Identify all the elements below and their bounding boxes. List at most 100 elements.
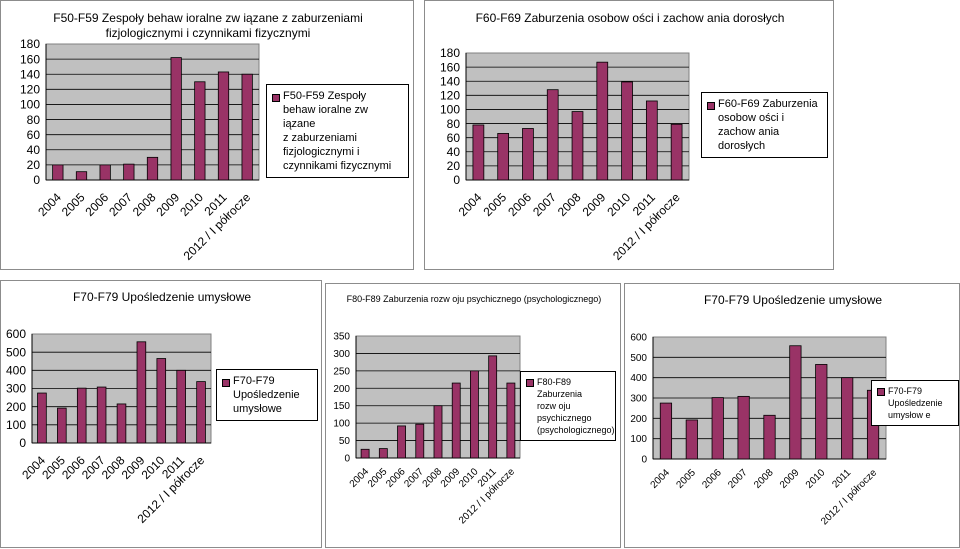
bar-chart: 0100200300400500600200420052006200720082…	[6, 327, 212, 526]
bar	[57, 407, 67, 444]
y-tick-label: 0	[33, 173, 40, 187]
y-tick-label: 180	[440, 46, 460, 60]
y-tick-label: 160	[440, 60, 460, 74]
legend-label: F60-F69 Zaburzenia	[718, 98, 818, 110]
bar	[241, 73, 253, 181]
bar	[763, 414, 776, 460]
chart-title: F70-F79 Upośledzenie umysłowe	[72, 290, 252, 304]
x-tick-label: 2011	[830, 467, 853, 490]
bar-chart: 0204060801001201401601802004200520062007…	[20, 37, 260, 263]
legend: F80-F89 Zaburzenia rozw oju psychicznego…	[520, 371, 616, 441]
bar	[360, 448, 370, 459]
legend-swatch	[222, 379, 230, 387]
x-tick-label: 2010	[604, 190, 633, 219]
y-tick-label: 60	[27, 128, 41, 142]
bar	[170, 57, 182, 181]
bar	[670, 123, 683, 181]
y-tick-label: 150	[333, 401, 350, 412]
y-tick-label: 300	[333, 349, 350, 360]
y-tick-label: 350	[333, 332, 350, 343]
bar	[815, 364, 828, 460]
y-tick-label: 0	[453, 173, 460, 187]
x-tick-label: 2009	[580, 190, 609, 219]
y-tick-label: 100	[440, 103, 460, 117]
chart-panel-f70-f79: F70-F79 Upośledzenie umysłowe 0 100 200 300…	[0, 280, 322, 548]
bar	[196, 381, 206, 444]
chart-title: F50-F59 Zespoły behaw ioralne zw iązane …	[53, 11, 363, 40]
bar	[176, 369, 186, 444]
x-tick-label: 2006	[384, 466, 408, 490]
legend-label: behaw ioralne zw iązane	[283, 104, 368, 130]
y-tick-label: 20	[447, 159, 461, 173]
bar	[470, 370, 479, 459]
bar	[488, 355, 498, 459]
legend-label: fizjologicznymi i	[283, 146, 360, 158]
chart-panel-f70-f79-copy: F70-F79 Upośledzenie umysłowe 0 100 200 300…	[624, 283, 960, 548]
x-tick-label: 2008	[421, 466, 445, 490]
y-tick-label: 0	[19, 436, 26, 450]
bar	[789, 345, 802, 460]
bar	[76, 387, 87, 444]
y-tick-label: 20	[27, 158, 41, 172]
y-tick-label: 200	[333, 384, 350, 395]
legend-swatch	[707, 102, 715, 110]
y-tick-label: 40	[447, 145, 461, 159]
legend: F60-F69 Zaburzenia osobow ości i zachow …	[701, 92, 828, 158]
bar	[841, 377, 854, 460]
y-tick-label: 80	[447, 117, 461, 131]
bar	[397, 425, 406, 459]
x-tick-label: 2008	[555, 190, 584, 219]
legend-swatch	[272, 94, 280, 102]
legend-label: F70-F79 Upośledzenie	[888, 386, 943, 408]
legend-label: F50-F59 Zespoły	[283, 90, 367, 102]
y-tick-label: 500	[6, 345, 26, 359]
x-tick-label: 2004	[35, 190, 64, 219]
bar	[659, 402, 673, 460]
legend-label: osobow ości i	[718, 112, 785, 124]
y-tick-label: 100	[333, 419, 350, 430]
bar	[546, 89, 559, 181]
legend-label: zachow ania dorosłych	[718, 126, 780, 152]
x-tick-label: 2005	[481, 190, 510, 219]
bar	[451, 382, 461, 459]
bar	[415, 423, 425, 459]
legend-label: umysłow e	[888, 410, 931, 420]
y-tick-label: 500	[630, 353, 647, 364]
x-tick-label: 2006	[700, 467, 724, 491]
y-tick-label: 600	[6, 327, 26, 341]
bar	[146, 156, 159, 181]
legend-label: (psychologicznego)	[537, 425, 615, 435]
bar	[99, 164, 111, 181]
x-tick-label: 2007	[106, 190, 135, 219]
legend-label: czynnikami fizycznymi	[283, 160, 392, 172]
bar-chart: 0204060801001201401601802004200520062007…	[440, 46, 690, 263]
y-tick-label: 300	[630, 394, 647, 405]
bar	[116, 403, 127, 444]
y-tick-label: 400	[6, 364, 26, 378]
bar	[645, 100, 658, 181]
chart-title: F70-F79 Upośledzenie umysłowe	[703, 293, 883, 307]
legend-swatch	[877, 388, 885, 396]
legend-label: F80-F89 Zaburzenia	[537, 377, 583, 399]
y-tick-label: 600	[630, 333, 647, 344]
bar	[737, 395, 750, 460]
bar	[571, 111, 584, 181]
bar	[433, 405, 443, 459]
legend-label: z zaburzeniami	[283, 132, 357, 144]
bar	[621, 81, 633, 181]
legend: F70-F79 Upośledzenie umysłowe	[216, 369, 318, 421]
y-tick-label: 100	[630, 434, 647, 445]
y-tick-label: 200	[630, 414, 647, 425]
bar-chart: 0501001502002503003502004200520062007200…	[333, 332, 521, 526]
x-tick-label: 2009	[778, 467, 802, 491]
x-tick-label: 2008	[752, 467, 776, 491]
chart-panel-f60-f69: F60-F69 Zaburzenia osobow ości i zachow …	[424, 0, 834, 270]
bar	[37, 392, 47, 444]
bar	[123, 163, 135, 181]
x-tick-label: 2007	[530, 190, 559, 219]
y-tick-label: 60	[447, 131, 461, 145]
bar	[136, 341, 147, 444]
bar	[378, 448, 388, 459]
bar	[52, 164, 64, 181]
